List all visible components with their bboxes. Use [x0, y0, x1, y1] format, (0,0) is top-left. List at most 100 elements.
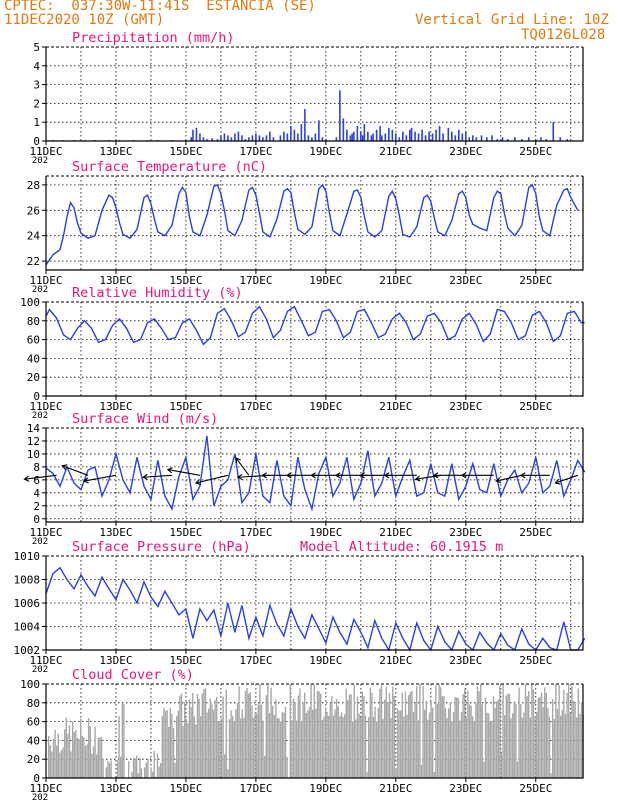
cloud-bar	[366, 772, 368, 778]
precip-bar	[262, 137, 264, 141]
cloud-bar	[361, 691, 363, 778]
cloud-bar	[577, 688, 579, 778]
precip-bar	[351, 133, 353, 141]
precip-bar	[461, 133, 464, 141]
x-tick-label: 19DEC	[309, 400, 342, 413]
wind-arrow	[62, 465, 89, 476]
cloud-bar	[456, 697, 458, 778]
wind-arrowhead	[142, 473, 148, 481]
cloud-bar	[96, 754, 98, 778]
run-line: 11DEC2020 10Z (GMT)	[4, 12, 165, 28]
precip-bar	[199, 133, 201, 141]
cloud-bar	[297, 695, 299, 778]
cloud-bar	[204, 688, 207, 778]
wind-arrowhead	[414, 475, 421, 482]
cloud-bar	[292, 698, 295, 778]
cloud-bar	[475, 703, 477, 778]
y-tick-label: 0	[33, 513, 40, 526]
cloud-bar	[224, 754, 226, 778]
precip-bar	[552, 122, 555, 141]
precip-bar	[190, 137, 192, 141]
cloud-bar	[392, 686, 394, 778]
cloud-bar	[504, 715, 506, 778]
wind-arrowhead	[194, 479, 201, 486]
cloud-bar	[539, 696, 541, 778]
x-tick-label: 13DEC	[99, 782, 132, 795]
cloud-bar	[396, 708, 399, 778]
cloud-bar	[564, 714, 567, 778]
cloud-bar	[131, 772, 133, 778]
cloud-bar	[408, 695, 410, 778]
cloud-bar	[446, 717, 448, 778]
cloud-bar	[134, 758, 136, 778]
cloud-bar	[60, 749, 63, 778]
cloud-bar	[268, 712, 271, 778]
cloud-bar	[294, 703, 296, 778]
y-tick-label: 20	[27, 753, 40, 766]
cloud-bar	[572, 700, 575, 778]
cloud-bar	[417, 720, 419, 778]
cloud-bar	[193, 716, 195, 778]
cloud-bar	[153, 750, 155, 778]
cloud-bar	[140, 768, 143, 778]
panel-title: Surface Temperature (nC)	[72, 159, 267, 175]
cloud-bar	[190, 707, 192, 778]
precip-bar	[442, 133, 444, 141]
frame	[45, 302, 584, 397]
precip-bar	[314, 133, 317, 141]
panel-4	[23, 427, 586, 526]
y-tick-label: 1010	[14, 550, 41, 563]
cloud-bar	[552, 699, 554, 778]
cloud-bar	[496, 701, 498, 778]
panel-title: Cloud Cover (%)	[72, 667, 194, 683]
y-tick-label: 0	[33, 135, 40, 148]
y-tick-label: 0	[33, 390, 40, 403]
precip-bar	[527, 137, 530, 141]
cloud-bar	[505, 695, 507, 778]
cloud-bar	[161, 716, 163, 778]
y-tick-label: 80	[27, 315, 40, 328]
precip-bar	[265, 135, 268, 141]
cloud-bar	[118, 715, 120, 778]
cloud-bar	[380, 685, 383, 778]
cloud-bar	[316, 690, 319, 778]
cloud-bar	[228, 719, 231, 778]
precip-bar	[454, 135, 457, 141]
x-tick-label: 19DEC	[309, 782, 342, 795]
cloud-bar	[260, 704, 263, 778]
cloud-bar	[403, 716, 405, 778]
cloud-bar	[273, 715, 275, 778]
cloud-bar	[409, 692, 411, 778]
cloud-bar	[470, 705, 472, 778]
x-tick-label: 19DEC	[309, 274, 342, 287]
cloud-bar	[548, 716, 551, 778]
x-tick-label: 25DEC	[519, 782, 552, 795]
x-tick-label: 11DEC	[29, 145, 62, 158]
cloud-bar	[241, 709, 243, 778]
x-tick-label: 23DEC	[449, 782, 482, 795]
cloud-bar	[222, 696, 224, 778]
precip-bar	[485, 137, 488, 141]
cloud-bar	[67, 733, 69, 778]
cloud-bar	[411, 690, 413, 778]
cloud-bar	[521, 717, 523, 778]
frame	[45, 47, 584, 142]
cloud-bar	[232, 716, 234, 778]
x-tick-label: 21DEC	[379, 274, 412, 287]
year-fragment: 202	[32, 156, 48, 166]
cloud-bar	[526, 696, 528, 778]
cloud-bar	[187, 723, 189, 778]
cloud-bar	[284, 706, 287, 778]
cloud-bar	[147, 758, 149, 778]
x-tick-label: 17DEC	[239, 274, 272, 287]
cloud-bar	[145, 762, 147, 778]
cloud-bar	[358, 713, 360, 778]
cloud-bar	[64, 729, 66, 778]
precip-bar	[414, 131, 416, 141]
precip-bar	[241, 135, 243, 141]
wind-arrow	[415, 474, 442, 480]
cloud-bar	[502, 684, 504, 778]
cloud-bar	[400, 710, 402, 778]
y-tick-label: 1006	[14, 597, 41, 610]
cloud-bar	[243, 717, 245, 778]
